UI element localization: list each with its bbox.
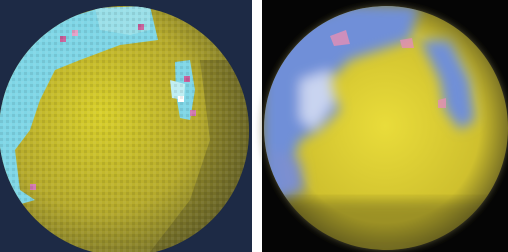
image-pair xyxy=(0,0,508,252)
